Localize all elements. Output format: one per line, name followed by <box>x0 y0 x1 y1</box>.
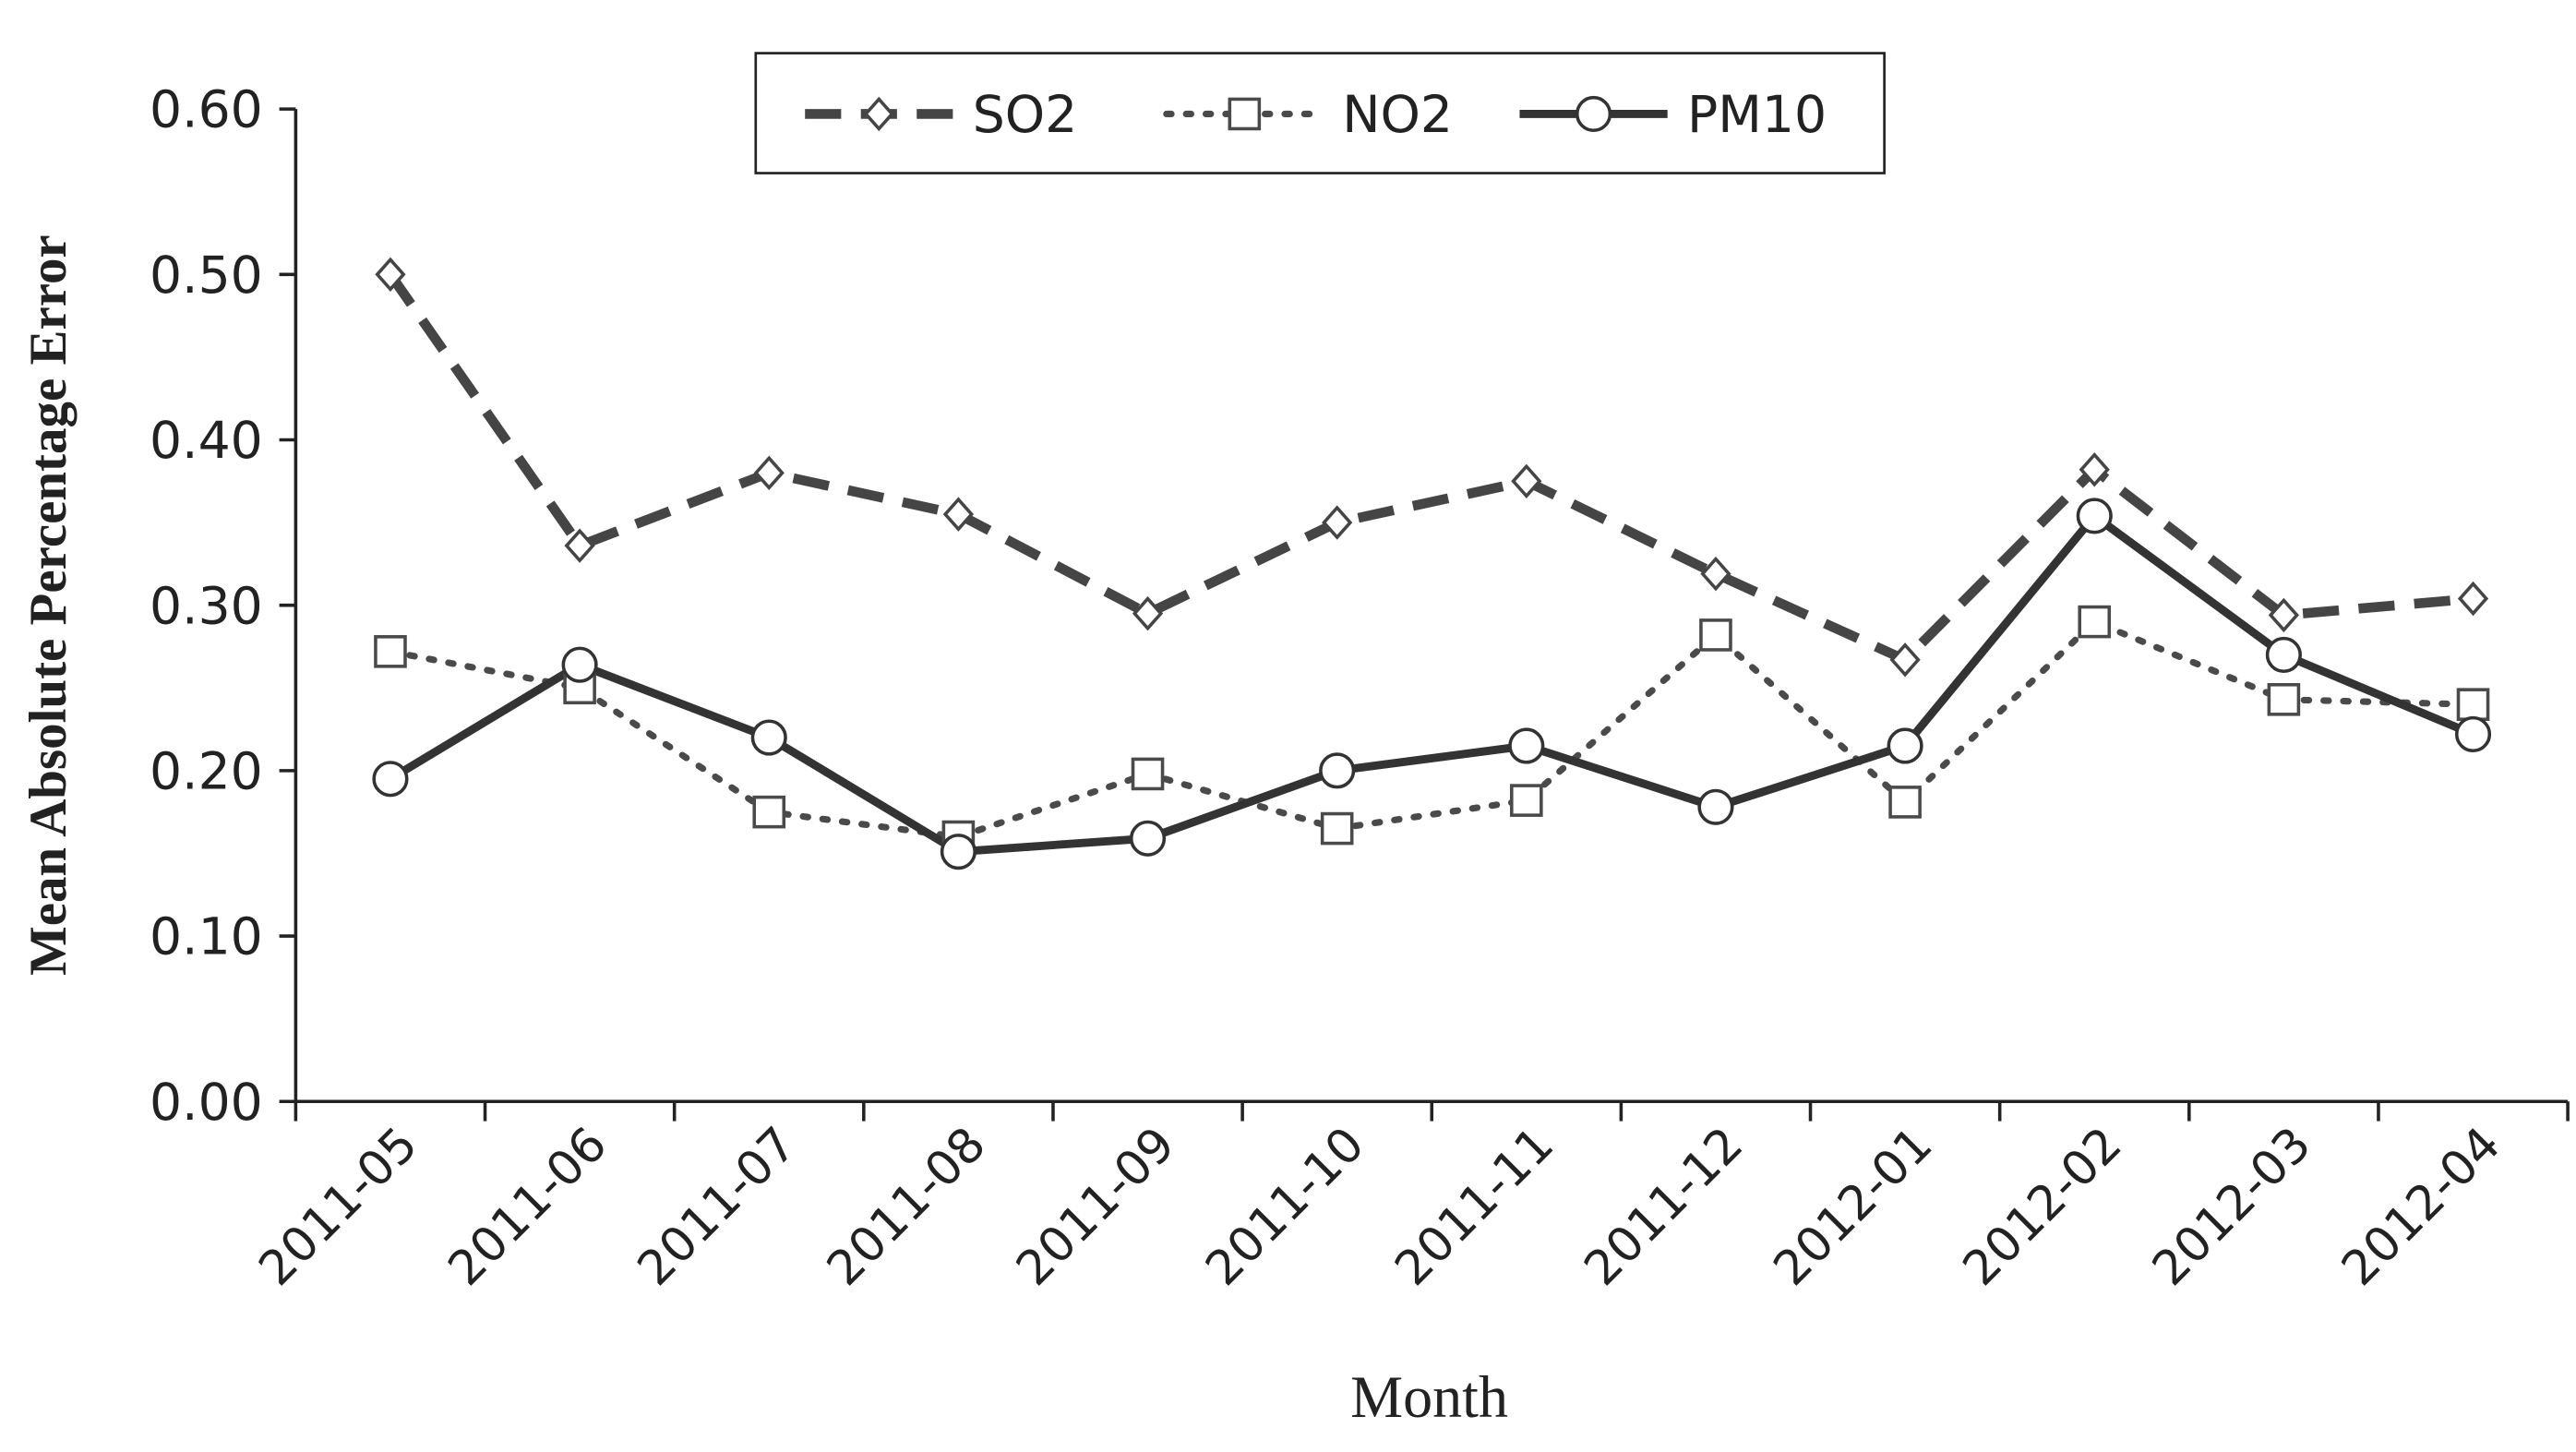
y-tick-label: 0.10 <box>150 908 263 967</box>
marker <box>1228 97 1262 131</box>
marker <box>863 96 894 132</box>
y-axis-label: Mean Absolute Percentage Error <box>19 234 78 976</box>
marker <box>752 795 786 829</box>
y-tick-label: 0.20 <box>150 742 263 801</box>
legend-label: SO2 <box>973 86 1078 145</box>
marker <box>1510 784 1543 817</box>
marker <box>1132 595 1164 631</box>
marker <box>1888 786 1922 819</box>
marker <box>1699 618 1732 652</box>
marker <box>2457 581 2489 617</box>
y-tick-label: 0.00 <box>150 1074 263 1133</box>
marker <box>564 528 595 563</box>
marker <box>374 635 407 668</box>
marker <box>942 497 975 532</box>
marker <box>750 719 787 756</box>
marker <box>1575 95 1612 133</box>
marker <box>1697 788 1734 825</box>
marker <box>372 761 409 798</box>
y-tick-label: 0.50 <box>150 246 263 306</box>
marker <box>1889 642 1921 678</box>
marker <box>2079 452 2110 487</box>
x-axis-label: Month <box>1350 1364 1508 1430</box>
marker <box>1319 752 1356 789</box>
y-tick-label: 0.30 <box>150 577 263 636</box>
marker <box>1131 757 1165 791</box>
marker <box>753 455 785 491</box>
marker <box>1700 556 1731 592</box>
legend: SO2 NO2 PM10 <box>754 52 1886 174</box>
marker <box>375 257 406 293</box>
marker <box>561 646 598 683</box>
series-line <box>386 271 2474 666</box>
marker <box>2265 636 2302 674</box>
marker <box>940 834 976 870</box>
marker <box>2268 597 2300 633</box>
marker <box>1508 727 1545 764</box>
marker <box>2076 498 2113 534</box>
y-tick-label: 0.60 <box>150 81 263 140</box>
marker <box>1320 811 1354 846</box>
series-line <box>388 511 2475 857</box>
marker <box>1322 505 1353 540</box>
legend-label: NO2 <box>1342 86 1453 145</box>
series-line <box>387 618 2477 841</box>
marker <box>2456 688 2490 721</box>
marker <box>1129 820 1167 857</box>
marker <box>2454 715 2492 753</box>
legend-label: PM10 <box>1687 86 1827 145</box>
y-tick-label: 0.40 <box>150 412 263 471</box>
marker <box>1511 463 1542 498</box>
marker <box>1887 727 1923 764</box>
marker <box>2267 683 2301 716</box>
marker <box>2078 605 2112 639</box>
